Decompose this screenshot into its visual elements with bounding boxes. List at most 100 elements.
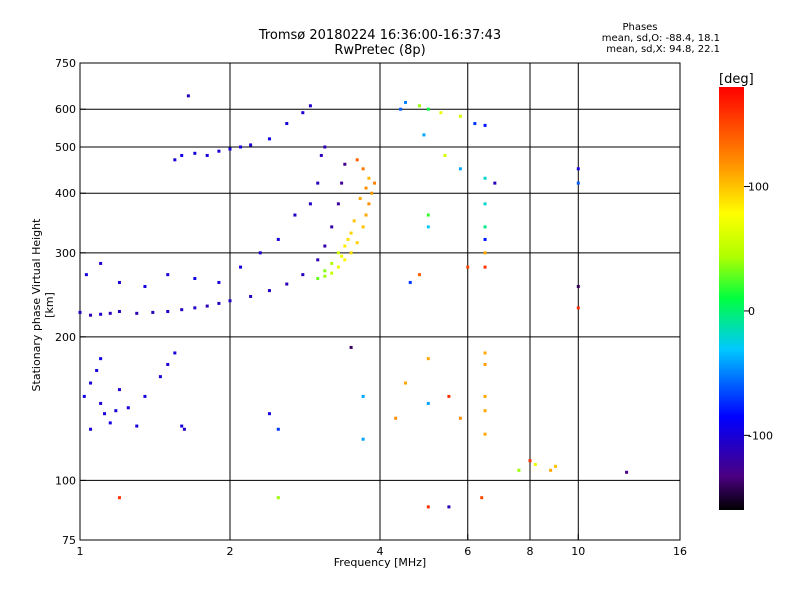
- data-point: [249, 143, 253, 147]
- y-axis-label: Stationary phase Virtual Height [km]: [30, 218, 56, 392]
- data-point: [323, 244, 327, 248]
- y-tick-label: 750: [55, 57, 76, 70]
- data-point: [117, 280, 121, 284]
- colorbar-tick-label: 0: [748, 305, 755, 318]
- data-point: [285, 282, 289, 286]
- data-point: [330, 225, 334, 229]
- data-point: [89, 313, 93, 317]
- data-point: [78, 310, 82, 314]
- x-tick-label: 8: [527, 545, 534, 558]
- y-tick-label: 75: [62, 534, 76, 547]
- data-point: [528, 459, 532, 463]
- data-point: [108, 311, 112, 315]
- data-point: [408, 280, 412, 284]
- data-point: [533, 462, 537, 466]
- data-point: [426, 107, 430, 111]
- data-point: [367, 176, 371, 180]
- data-point: [403, 381, 407, 385]
- data-point: [117, 309, 121, 313]
- data-point: [426, 357, 430, 361]
- data-point: [493, 181, 497, 185]
- data-point: [483, 251, 487, 255]
- data-point: [316, 258, 320, 262]
- data-point: [114, 409, 118, 413]
- data-point: [193, 277, 197, 281]
- data-point: [361, 394, 365, 398]
- data-point: [205, 153, 209, 157]
- data-point: [166, 309, 170, 313]
- data-point: [143, 284, 147, 288]
- data-point: [249, 294, 253, 298]
- data-point: [364, 186, 368, 190]
- data-point: [173, 351, 177, 355]
- x-tick-label: 2: [227, 545, 234, 558]
- data-point: [319, 153, 323, 157]
- data-point: [166, 273, 170, 277]
- data-point: [330, 261, 334, 265]
- data-point: [316, 181, 320, 185]
- data-point: [239, 145, 243, 149]
- data-point: [340, 181, 344, 185]
- data-point: [549, 468, 553, 472]
- data-point: [126, 406, 130, 410]
- x-tick-label: 16: [673, 545, 687, 558]
- data-point: [151, 310, 155, 314]
- axis-ticks: 1 2 4 6 8 10 16 75 100 200 300 400 500 600 750: [55, 57, 687, 558]
- colorbar-unit: [deg]: [719, 72, 754, 87]
- data-point: [193, 151, 197, 155]
- data-point: [323, 145, 327, 149]
- data-point: [346, 237, 350, 241]
- data-point: [358, 196, 362, 200]
- data-point: [483, 123, 487, 127]
- stats-heading: Phases: [622, 22, 658, 33]
- data-point: [193, 306, 197, 310]
- data-point: [361, 437, 365, 441]
- data-point: [301, 111, 305, 115]
- data-point: [426, 401, 430, 405]
- data-point: [447, 394, 451, 398]
- data-point: [217, 301, 221, 305]
- data-point: [301, 273, 305, 277]
- data-point: [417, 273, 421, 277]
- data-point: [180, 308, 184, 312]
- data-point: [473, 122, 477, 126]
- data-point: [84, 273, 88, 277]
- data-point: [483, 394, 487, 398]
- data-point: [443, 153, 447, 157]
- data-point: [135, 424, 139, 428]
- data-point: [355, 158, 359, 162]
- data-point: [361, 225, 365, 229]
- data-point: [417, 104, 421, 108]
- data-point: [576, 284, 580, 288]
- data-point: [483, 362, 487, 366]
- data-point: [99, 401, 103, 405]
- data-point: [293, 213, 297, 217]
- data-point: [355, 241, 359, 245]
- stats-x: mean, sd,X: 94.8, 22.1: [606, 44, 720, 55]
- data-point: [285, 122, 289, 126]
- y-tick-label: 100: [55, 474, 76, 487]
- data-point: [483, 409, 487, 413]
- x-axis-label: Frequency [MHz]: [333, 556, 427, 569]
- data-point: [394, 416, 398, 420]
- data-point: [399, 107, 403, 111]
- stats-o: mean, sd,O: -88.4, 18.1: [601, 33, 720, 44]
- data-point: [340, 254, 344, 258]
- data-point: [458, 416, 462, 420]
- data-point: [370, 191, 374, 195]
- data-point: [336, 202, 340, 206]
- y-tick-label: 300: [55, 247, 76, 260]
- data-point: [553, 464, 557, 468]
- data-point: [349, 345, 353, 349]
- data-point: [103, 412, 107, 416]
- y-tick-label: 200: [55, 331, 76, 344]
- data-point: [576, 306, 580, 310]
- data-point: [483, 351, 487, 355]
- data-point: [466, 265, 470, 269]
- data-point: [95, 368, 99, 372]
- y-tick-label: 600: [55, 103, 76, 116]
- data-point: [361, 167, 365, 171]
- data-point: [480, 496, 484, 500]
- x-tick-label: 1: [77, 545, 84, 558]
